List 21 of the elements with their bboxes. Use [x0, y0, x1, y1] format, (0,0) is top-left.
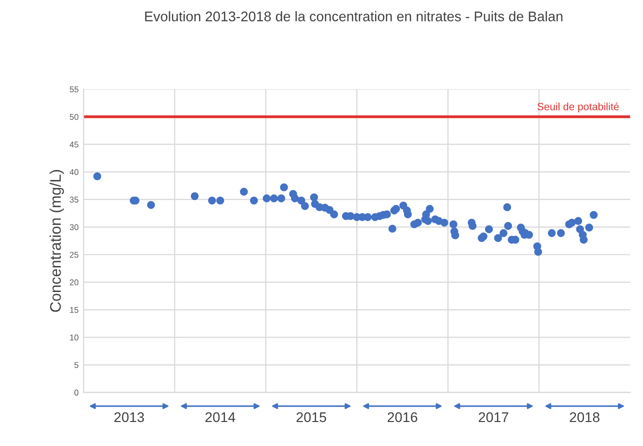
y-tick-label: 20: [70, 279, 78, 286]
y-tick-label: 25: [70, 252, 78, 258]
x-tick-label: 2016: [388, 412, 418, 422]
x-tick-label: 2013: [114, 412, 144, 422]
x-tick-label: 2014: [205, 412, 236, 422]
y-tick-label: 5: [74, 362, 78, 368]
y-tick-label: 40: [70, 169, 78, 176]
x-tick-label: 2015: [296, 412, 326, 422]
y-tick-label: 50: [70, 114, 78, 120]
y-tick-label: 15: [70, 307, 78, 313]
ref-line-label: Seuil de potabilité: [537, 102, 619, 112]
y-tick-label: 30: [70, 224, 78, 230]
y-tick-label: 35: [70, 196, 78, 203]
x-tick-label: 2018: [570, 412, 600, 422]
x-tick-label: 2017: [478, 412, 508, 422]
y-axis-title: Concentration (mg/L): [50, 170, 64, 312]
y-tick-label: 45: [70, 142, 78, 148]
y-tick-label: 0: [74, 390, 78, 396]
chart-title: Evolution 2013-2018 de la concentration en nitrates - Puits de Balan: [145, 11, 562, 22]
y-tick-label: 10: [70, 334, 78, 340]
y-tick-label: 55: [70, 86, 78, 92]
